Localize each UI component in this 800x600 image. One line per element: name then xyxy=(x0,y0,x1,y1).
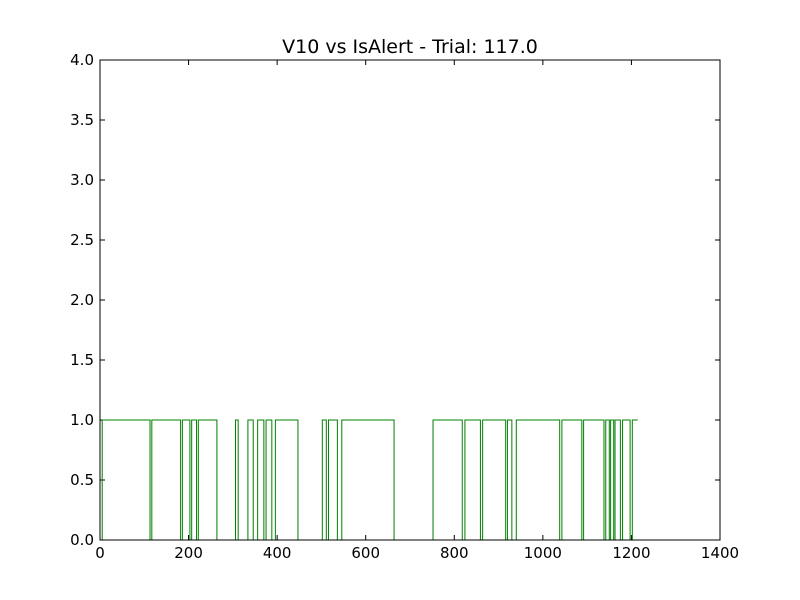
x-tick-label: 1000 xyxy=(524,544,562,562)
y-tick-label: 2.5 xyxy=(70,231,94,249)
chart-title: V10 vs IsAlert - Trial: 117.0 xyxy=(282,36,538,58)
x-tick-label: 600 xyxy=(351,544,380,562)
x-tick-label: 1200 xyxy=(612,544,650,562)
x-tick-label: 1400 xyxy=(701,544,739,562)
x-tick-label: 800 xyxy=(440,544,469,562)
y-tick-label: 0.0 xyxy=(70,531,94,549)
y-tick-label: 2.0 xyxy=(70,291,94,309)
x-tick-label: 0 xyxy=(95,544,105,562)
y-tick-label: 0.5 xyxy=(70,471,94,489)
x-tick-label: 200 xyxy=(174,544,203,562)
y-tick-label: 4.0 xyxy=(70,51,94,69)
y-tick-label: 1.5 xyxy=(70,351,94,369)
axes-frame xyxy=(99,59,721,541)
y-tick-label: 1.0 xyxy=(70,411,94,429)
y-tick-label: 3.0 xyxy=(70,171,94,189)
y-tick-label: 3.5 xyxy=(70,111,94,129)
x-tick-label: 400 xyxy=(263,544,292,562)
axis-ticks: 0 200 400 600 800 1000 1200 1400 0.0 0.5 1.0 1.5 2.0… xyxy=(70,51,739,562)
